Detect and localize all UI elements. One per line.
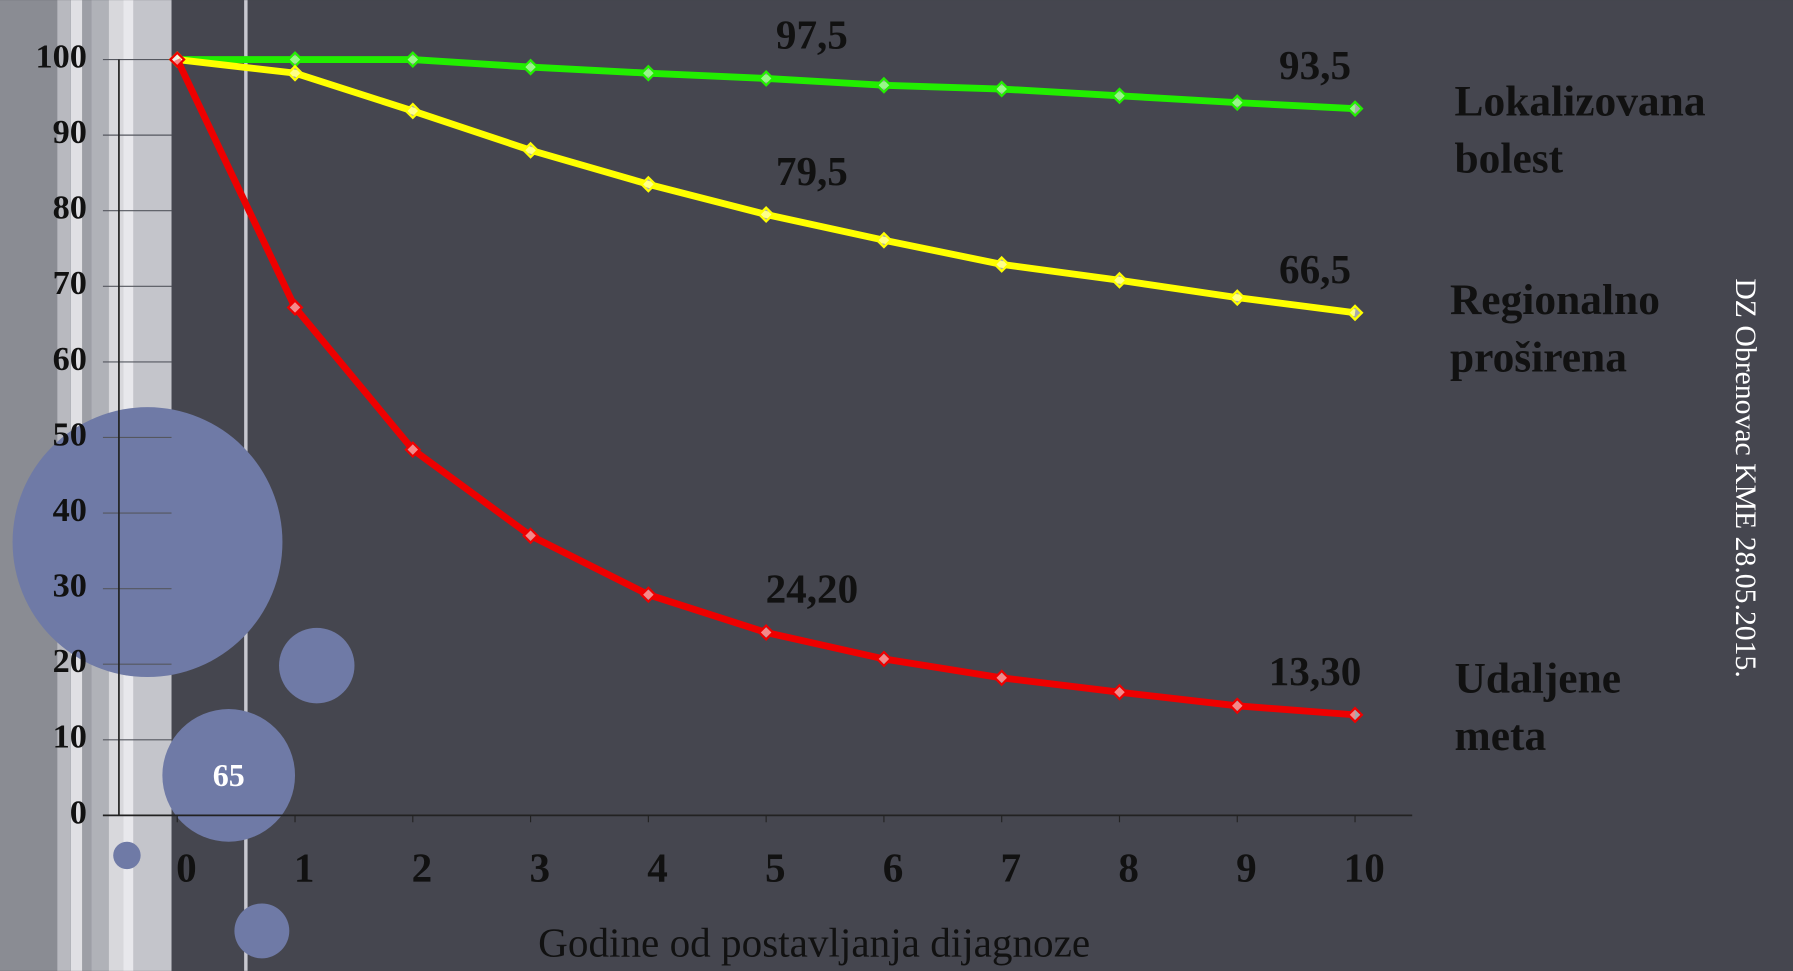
marker bbox=[993, 669, 1011, 687]
value-label: 97,5 bbox=[776, 12, 848, 58]
y-tick-label: 20 bbox=[53, 642, 87, 680]
x-tick-label: 4 bbox=[647, 845, 668, 891]
x-tick-label: 7 bbox=[1001, 845, 1022, 891]
marker bbox=[1228, 94, 1246, 112]
x-tick-label: 3 bbox=[529, 845, 550, 891]
marker bbox=[1228, 289, 1246, 307]
legend-line: bolest bbox=[1455, 134, 1564, 182]
marker bbox=[404, 102, 422, 120]
value-label: 93,5 bbox=[1279, 42, 1351, 88]
marker bbox=[1111, 271, 1128, 289]
marker bbox=[286, 298, 304, 316]
marker bbox=[757, 206, 775, 223]
marker bbox=[1111, 683, 1128, 701]
badge: 65 bbox=[213, 757, 245, 793]
x-tick-label: 9 bbox=[1236, 845, 1257, 891]
marker bbox=[1346, 706, 1364, 724]
marker bbox=[522, 141, 540, 159]
legend-label: Regionalno proširena bbox=[1450, 276, 1671, 381]
marker bbox=[1346, 100, 1364, 118]
y-tick-label: 50 bbox=[53, 415, 87, 453]
marker bbox=[639, 64, 657, 82]
legend-label: Udaljene meta bbox=[1455, 655, 1632, 760]
marker bbox=[1111, 87, 1128, 105]
marker bbox=[168, 51, 186, 69]
legend-line: Lokalizovana bbox=[1455, 77, 1717, 125]
marker bbox=[875, 650, 893, 668]
legend-label: Lokalizovana bolest bbox=[1455, 77, 1717, 182]
y-tick-label: 90 bbox=[53, 113, 87, 151]
value-label: 66,5 bbox=[1279, 246, 1351, 292]
legend-line: Udaljene bbox=[1455, 655, 1632, 703]
marker bbox=[1346, 304, 1364, 322]
marker bbox=[875, 231, 893, 249]
marker bbox=[875, 76, 893, 94]
x-tick-label: 6 bbox=[883, 845, 904, 891]
y-tick-label: 0 bbox=[70, 793, 87, 831]
x-axis-title: Godine od postavljanja dijagnoze bbox=[538, 919, 1090, 965]
marker bbox=[993, 255, 1011, 273]
legend-line: proširena bbox=[1450, 333, 1627, 381]
marker bbox=[522, 58, 540, 76]
legend-line: meta bbox=[1455, 712, 1547, 760]
x-tick-label: 5 bbox=[765, 845, 786, 891]
marker bbox=[639, 175, 657, 193]
y-tick-label: 30 bbox=[53, 567, 87, 605]
marker bbox=[522, 527, 540, 545]
y-tick-label: 100 bbox=[35, 37, 86, 75]
value-label: 24,20 bbox=[766, 566, 859, 612]
x-tick-label: 8 bbox=[1118, 845, 1139, 891]
y-tick-label: 40 bbox=[53, 491, 87, 529]
marker bbox=[1228, 697, 1246, 715]
footer: DZ Obrenovac KME 28.05.2015. bbox=[1729, 278, 1761, 677]
y-tick-label: 70 bbox=[53, 264, 87, 302]
bubbles bbox=[12, 407, 355, 959]
x-tick-label: 2 bbox=[412, 845, 433, 891]
marker bbox=[404, 441, 422, 459]
x-tick-label: 10 bbox=[1344, 845, 1385, 891]
marker bbox=[757, 69, 775, 87]
marker bbox=[993, 80, 1011, 98]
marker bbox=[757, 624, 775, 641]
legend-line: Regionalno bbox=[1450, 276, 1671, 324]
x-tick-label: 1 bbox=[294, 845, 315, 891]
marker bbox=[639, 586, 657, 604]
y-tick-label: 10 bbox=[53, 718, 87, 756]
y-tick-label: 80 bbox=[53, 189, 87, 227]
y-tick-label: 60 bbox=[53, 340, 87, 378]
value-label: 79,5 bbox=[776, 148, 848, 194]
value-label: 13,30 bbox=[1269, 648, 1362, 694]
marker bbox=[286, 64, 304, 82]
x-tick-label: 0 bbox=[176, 845, 197, 891]
marker bbox=[404, 51, 422, 69]
